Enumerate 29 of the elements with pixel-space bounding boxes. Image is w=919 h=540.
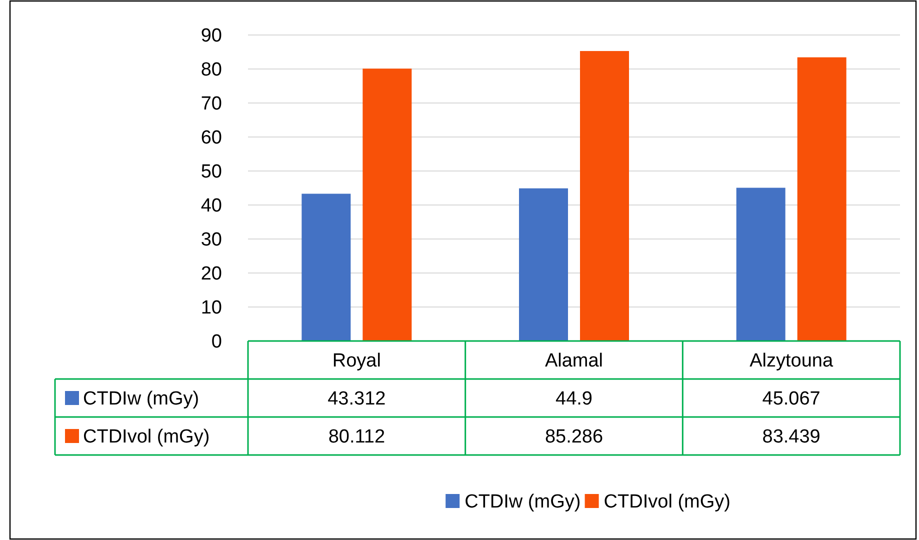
data-label: 43.312 xyxy=(328,388,386,410)
text: CTDIvol (mGy) xyxy=(83,426,210,448)
bar xyxy=(580,51,629,341)
legend-label: CTDIw (mGy) xyxy=(83,388,200,410)
text: CTDIw (mGy) xyxy=(464,492,581,513)
data-label: 45.067 xyxy=(762,388,820,410)
y-tick-label: 10 xyxy=(200,298,222,319)
bar xyxy=(797,57,846,341)
y-tick-label: 90 xyxy=(200,26,222,47)
y-tick-label: 20 xyxy=(200,264,222,285)
bar xyxy=(362,68,412,341)
y-tick-label: 50 xyxy=(200,162,222,183)
data-label: 80.112 xyxy=(328,426,386,448)
data-label: 83.439 xyxy=(762,426,820,448)
bar xyxy=(736,188,786,341)
bar xyxy=(302,194,351,341)
bar xyxy=(519,188,568,341)
data-label: 85.286 xyxy=(544,426,604,448)
x-tick-label: Alamal xyxy=(544,350,604,372)
y-tick-label: 80 xyxy=(200,60,222,81)
y-tick-label: 40 xyxy=(200,196,222,217)
data-label: 44.9 xyxy=(556,388,592,410)
legend-label: CTDIvol (mGy) xyxy=(604,492,730,513)
y-tick-label: 70 xyxy=(200,94,222,115)
y-tick-label: 30 xyxy=(200,230,222,251)
y-tick-label: 60 xyxy=(200,128,222,149)
x-tick-label: Royal xyxy=(332,350,381,372)
x-tick-label: Alzytouna xyxy=(750,350,834,372)
y-tick-label: 0 xyxy=(211,332,222,353)
